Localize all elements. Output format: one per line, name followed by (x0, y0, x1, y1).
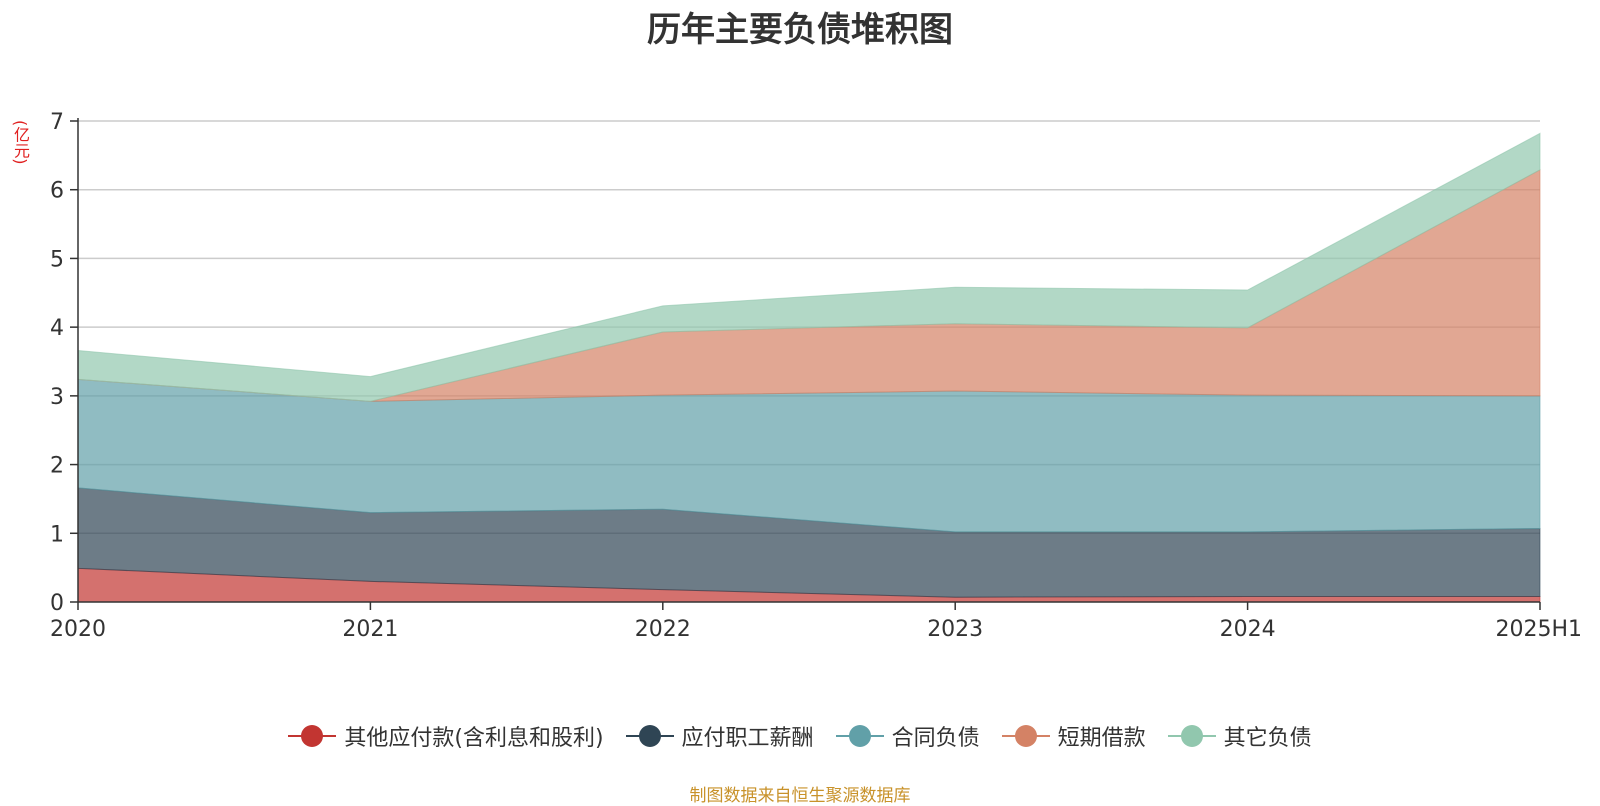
x-tick-label: 2024 (1220, 617, 1276, 642)
legend-item-short-term-loans[interactable]: 短期借款 (1001, 720, 1146, 752)
y-tick-label: 5 (50, 247, 64, 272)
legend-marker-icon (1001, 725, 1050, 747)
source-note: 制图数据来自恒生聚源数据库 (689, 786, 911, 806)
y-tick-label: 1 (50, 522, 64, 547)
legend-item-other-payables[interactable]: 其他应付款(含利息和股利) (288, 720, 604, 752)
legend-item-other-liabilities[interactable]: 其它负债 (1167, 720, 1312, 752)
legend: 其他应付款(含利息和股利) 应付职工薪酬 合同负债 短期借款 其它负债 (0, 720, 1600, 752)
y-tick-label: 3 (50, 385, 64, 410)
legend-label: 其他应付款(含利息和股利) (344, 726, 604, 751)
stacked-area-chart: 0 1 2 3 4 5 6 7 2020 2021 2022 2023 2024 2025H1 (50, 110, 1582, 642)
y-tick-label: 0 (50, 591, 64, 616)
x-tick-label: 2025H1 (1495, 617, 1582, 642)
legend-label: 短期借款 (1057, 726, 1146, 751)
legend-label: 应付职工薪酬 (681, 726, 814, 751)
x-tick-label: 2021 (342, 617, 398, 642)
legend-label: 合同负债 (891, 726, 980, 751)
legend-marker-icon (625, 725, 674, 747)
axes: 0 1 2 3 4 5 6 7 2020 2021 2022 2023 2024 2025H1 (50, 110, 1582, 642)
y-tick-label: 7 (50, 110, 64, 135)
x-tick-label: 2020 (50, 617, 106, 642)
x-tick-label: 2022 (635, 617, 691, 642)
legend-marker-icon (1167, 725, 1216, 747)
y-tick-label: 6 (50, 179, 64, 204)
chart-title: 历年主要负债堆积图 (647, 10, 953, 50)
series-areas (77, 132, 1541, 603)
y-axis-unit-label: (亿元) (11, 120, 30, 165)
legend-marker-icon (288, 725, 337, 747)
legend-item-contract-liabilities[interactable]: 合同负债 (835, 720, 980, 752)
y-tick-label: 2 (50, 454, 64, 479)
series-area-4 (77, 132, 1541, 402)
legend-marker-icon (835, 725, 884, 747)
x-tick-label: 2023 (927, 617, 983, 642)
legend-item-payroll-payable[interactable]: 应付职工薪酬 (625, 720, 814, 752)
legend-label: 其它负债 (1223, 726, 1312, 751)
y-tick-label: 4 (50, 316, 64, 341)
